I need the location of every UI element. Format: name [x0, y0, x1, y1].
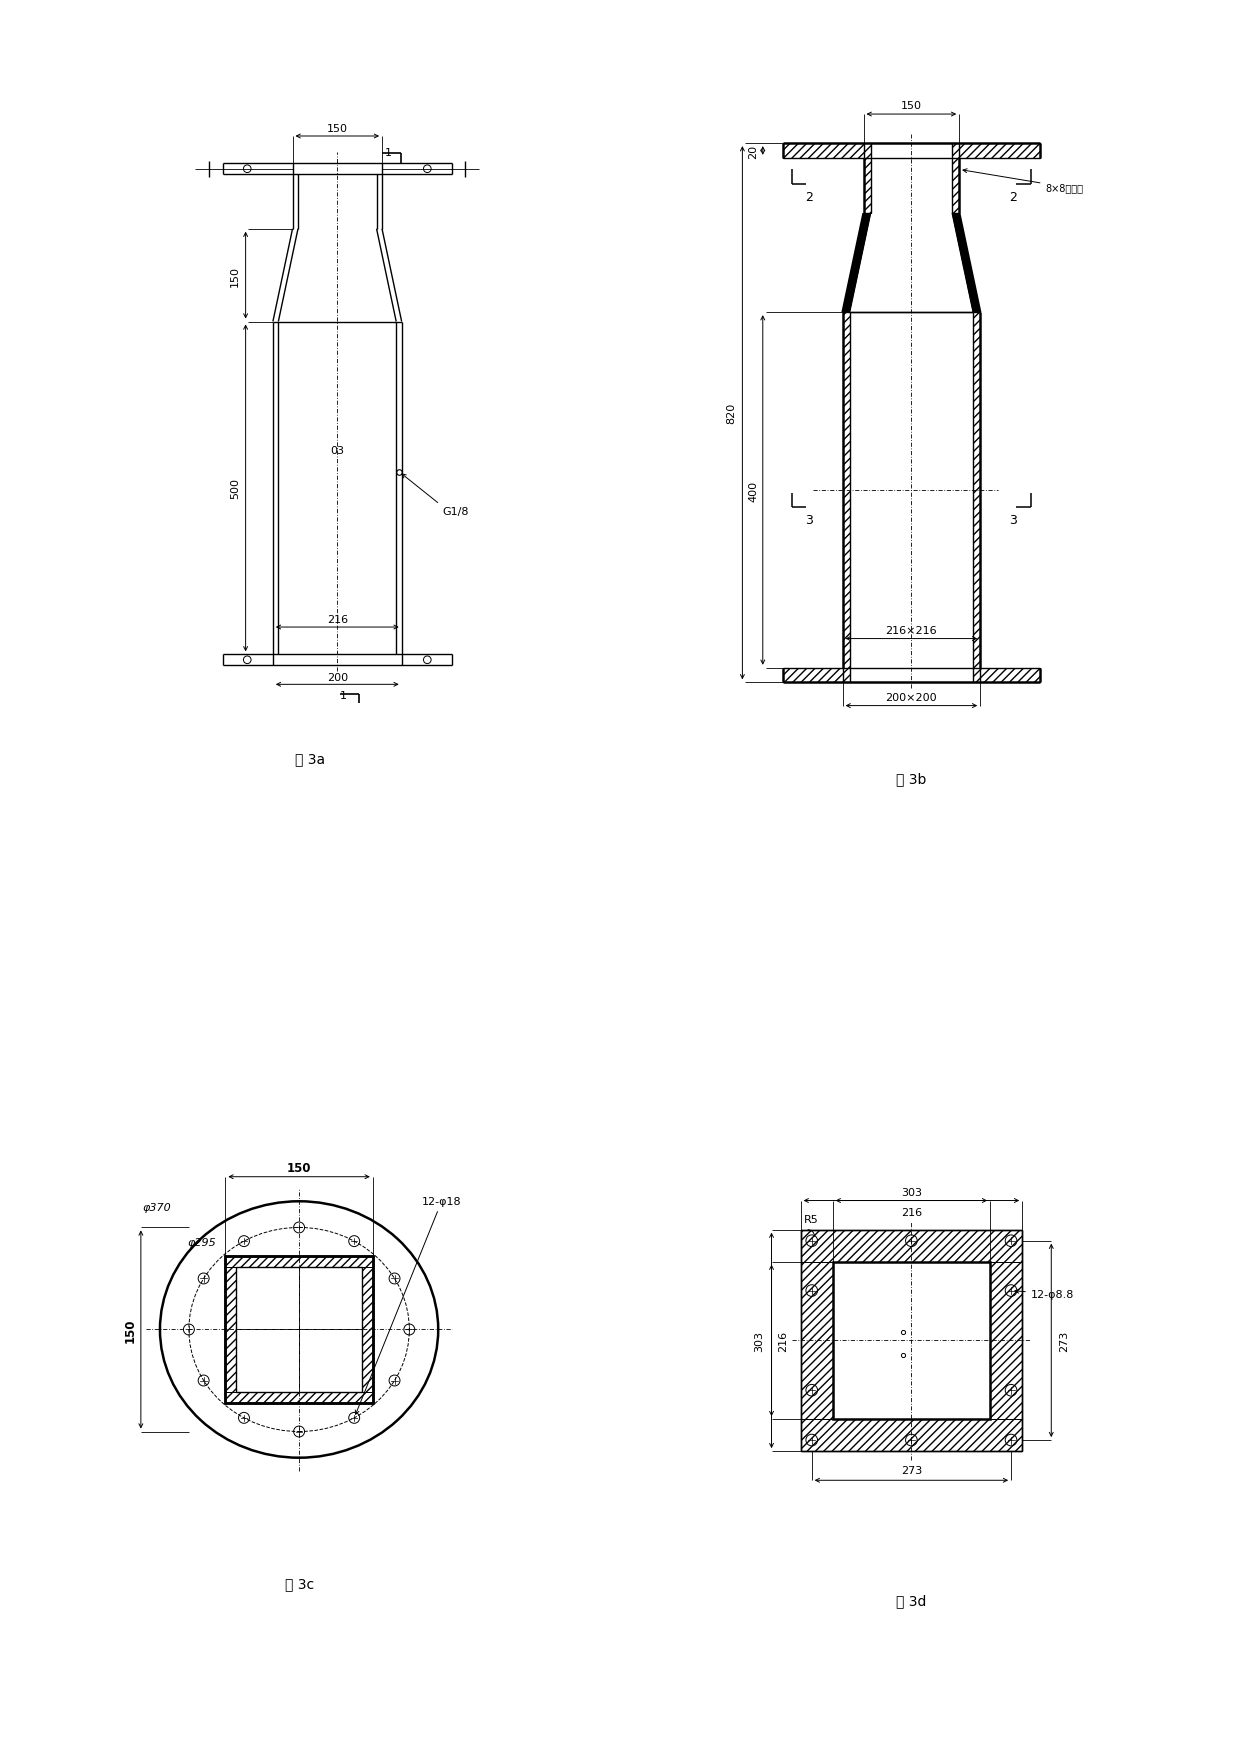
Text: 2: 2: [806, 191, 813, 203]
Text: R5: R5: [804, 1214, 818, 1224]
Text: 820: 820: [727, 402, 737, 423]
Text: 273: 273: [1059, 1330, 1069, 1351]
Text: G1/8: G1/8: [443, 506, 469, 517]
Text: 150: 150: [124, 1318, 136, 1342]
Text: 303: 303: [754, 1330, 764, 1351]
Text: φ295: φ295: [187, 1237, 216, 1247]
Polygon shape: [843, 213, 870, 312]
Text: 图 3c: 图 3c: [284, 1577, 314, 1591]
Text: 3: 3: [1009, 513, 1017, 527]
Text: φ370: φ370: [143, 1203, 171, 1212]
Text: 303: 303: [901, 1187, 921, 1198]
Bar: [226, 1256, 373, 1404]
Text: 3: 3: [806, 513, 813, 527]
Polygon shape: [952, 213, 980, 312]
Text: 150: 150: [286, 1161, 311, 1175]
Text: 273: 273: [900, 1464, 923, 1475]
Text: 200: 200: [326, 672, 348, 683]
Text: 216×216: 216×216: [885, 626, 937, 635]
Text: 216: 216: [900, 1208, 923, 1217]
Text: 2: 2: [1009, 191, 1017, 203]
Text: 图 3b: 图 3b: [897, 773, 926, 787]
Text: 216: 216: [779, 1330, 789, 1351]
Text: 200×200: 200×200: [885, 693, 937, 702]
Bar: [801, 1230, 1022, 1452]
Bar: [226, 1256, 373, 1404]
Text: 图 3a: 图 3a: [295, 751, 325, 766]
Bar: [833, 1261, 990, 1420]
Text: 图 3d: 图 3d: [897, 1593, 926, 1607]
Text: 12-φ8.8: 12-φ8.8: [1014, 1289, 1074, 1298]
Text: 216: 216: [326, 614, 348, 624]
Text: 150: 150: [327, 123, 347, 134]
Text: 8×8加固条: 8×8加固条: [963, 169, 1084, 192]
Bar: [237, 1267, 362, 1392]
Text: 12-φ18: 12-φ18: [356, 1196, 461, 1415]
Bar: [801, 1230, 1022, 1452]
Text: 1: 1: [340, 690, 347, 700]
Text: 500: 500: [231, 478, 241, 499]
Text: 400: 400: [748, 480, 758, 501]
Text: 03: 03: [330, 446, 345, 455]
Text: 150: 150: [901, 101, 921, 111]
Text: 20: 20: [748, 145, 758, 159]
Text: 150: 150: [231, 265, 241, 286]
Text: 1: 1: [384, 148, 392, 159]
